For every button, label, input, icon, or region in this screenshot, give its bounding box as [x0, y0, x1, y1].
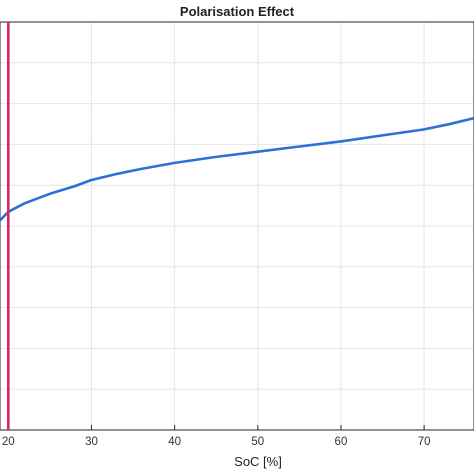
x-tick-label: 60: [335, 436, 348, 448]
series-layer: [0, 22, 474, 430]
x-axis-ticks: 20 30 40 50 60 70: [2, 425, 431, 448]
plot-frame: [0, 21, 474, 431]
series-line: [0, 116, 474, 222]
chart-title: Polarisation Effect: [180, 4, 295, 19]
x-tick-label: 20: [2, 436, 15, 448]
grid: [0, 22, 474, 430]
x-tick-label: 40: [168, 436, 181, 448]
x-tick-label: 70: [418, 436, 431, 448]
x-tick-label: 50: [251, 436, 264, 448]
x-tick-label: 30: [85, 436, 98, 448]
x-axis-label: SoC [%]: [234, 454, 282, 469]
